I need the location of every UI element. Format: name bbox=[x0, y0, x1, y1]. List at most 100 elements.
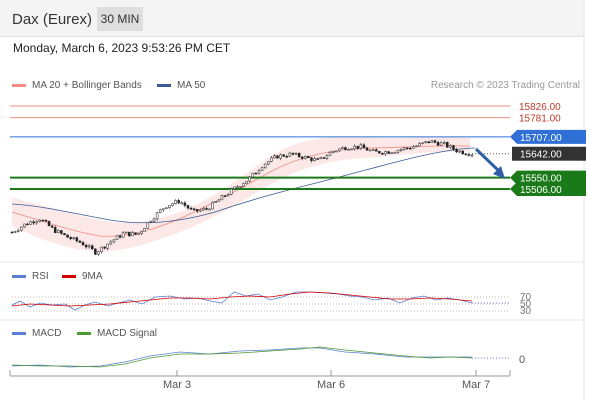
candle-body bbox=[334, 150, 338, 153]
macd-swatch bbox=[12, 331, 26, 335]
candle-body bbox=[195, 209, 199, 212]
candle-body bbox=[356, 145, 360, 149]
legend-ma50-label: MA 50 bbox=[177, 80, 206, 91]
rsi-ma-line bbox=[11, 291, 473, 307]
candle-body bbox=[458, 150, 461, 153]
candle-body bbox=[409, 147, 412, 150]
candle-body bbox=[276, 155, 279, 159]
candle-body bbox=[279, 154, 282, 159]
candle-body bbox=[29, 221, 32, 225]
candle-body bbox=[69, 237, 72, 240]
candle-body bbox=[84, 244, 88, 248]
candle-body bbox=[316, 158, 319, 160]
candle-body bbox=[50, 225, 54, 228]
candle-body bbox=[211, 202, 214, 210]
candle-body bbox=[168, 205, 171, 208]
candle-body bbox=[412, 146, 415, 149]
ma50-line bbox=[11, 147, 476, 224]
candle-body bbox=[344, 147, 347, 150]
candle-body bbox=[223, 195, 227, 197]
timeframe-button[interactable]: 30 MIN bbox=[97, 7, 143, 31]
candle-body bbox=[304, 156, 307, 159]
candle-body bbox=[455, 149, 458, 153]
candle-body bbox=[242, 183, 245, 187]
candle-body bbox=[384, 151, 387, 155]
candle-body bbox=[378, 151, 381, 154]
candle-body bbox=[72, 237, 75, 240]
candle-body bbox=[112, 239, 116, 243]
candle-body bbox=[368, 149, 372, 152]
candle-body bbox=[433, 140, 437, 143]
candle-body bbox=[341, 147, 344, 150]
legend-macd-label: MACD bbox=[32, 328, 62, 339]
candle-body bbox=[467, 154, 471, 156]
candle-body bbox=[177, 200, 180, 204]
candle-body bbox=[449, 145, 452, 148]
candle-body bbox=[152, 218, 156, 222]
x-tick-label: Mar 7 bbox=[462, 379, 490, 391]
candle-body bbox=[322, 157, 326, 159]
candle-body bbox=[192, 208, 196, 211]
legend-macd: MACD bbox=[12, 328, 61, 339]
rsi-swatch bbox=[12, 274, 26, 278]
candle-body bbox=[245, 180, 248, 184]
level-15550-00-label: 15550.00 bbox=[520, 174, 562, 185]
rsi-line bbox=[11, 291, 473, 311]
timestamp: Monday, March 6, 2023 9:53:26 PM CET bbox=[13, 41, 231, 55]
candle-body bbox=[396, 150, 400, 153]
candle-body bbox=[337, 148, 341, 152]
legend-rsi-ma-label: 9MA bbox=[82, 271, 103, 282]
candle-body bbox=[381, 152, 384, 155]
candle-body bbox=[319, 157, 322, 160]
candle-body bbox=[375, 149, 378, 152]
candle-body bbox=[38, 219, 42, 222]
candle-body bbox=[464, 153, 468, 156]
candle-body bbox=[26, 223, 29, 226]
candle-body bbox=[81, 242, 85, 246]
macd-signal-line bbox=[11, 346, 473, 368]
legend-rsi-label: RSI bbox=[32, 271, 49, 282]
candle-body bbox=[32, 221, 35, 224]
candle-body bbox=[87, 245, 91, 248]
candle-body bbox=[41, 219, 45, 222]
candle-body bbox=[362, 144, 366, 149]
candle-body bbox=[91, 245, 94, 250]
legend-rsi: RSI bbox=[12, 271, 49, 282]
ma20-line bbox=[11, 145, 471, 237]
candle-body bbox=[313, 158, 316, 161]
candle-body bbox=[124, 231, 128, 234]
level-15707-00-label: 15707.00 bbox=[520, 133, 562, 144]
candle-body bbox=[137, 233, 140, 235]
candle-body bbox=[470, 154, 474, 157]
candle-body bbox=[47, 221, 51, 227]
forecast-arrow-head bbox=[493, 166, 505, 179]
candle-body bbox=[128, 231, 131, 237]
candle-body bbox=[257, 170, 261, 174]
candle-body bbox=[63, 233, 66, 236]
candle-body bbox=[13, 231, 17, 233]
candle-body bbox=[155, 212, 159, 220]
bollinger-swatch bbox=[12, 83, 26, 87]
candle-body bbox=[158, 209, 162, 213]
candle-body bbox=[75, 237, 79, 242]
candle-body bbox=[387, 151, 390, 154]
candle-body bbox=[23, 223, 26, 228]
candle-body bbox=[35, 221, 38, 224]
candle-body bbox=[266, 161, 270, 165]
candle-body bbox=[16, 230, 20, 232]
candle-body bbox=[183, 202, 187, 206]
x-tick-label: Mar 3 bbox=[163, 379, 191, 391]
candle-body bbox=[427, 141, 431, 144]
candle-body bbox=[44, 219, 48, 222]
chart-title: Dax (Eurex) bbox=[12, 11, 93, 28]
candle-body bbox=[205, 208, 208, 210]
candle-body bbox=[393, 152, 397, 154]
candle-body bbox=[109, 241, 113, 245]
candle-body bbox=[436, 142, 440, 146]
candle-body bbox=[288, 152, 292, 157]
candle-body bbox=[424, 141, 427, 144]
candle-body bbox=[291, 152, 295, 155]
legend-ma50: MA 50 bbox=[157, 80, 205, 91]
candle-body bbox=[353, 145, 356, 150]
candle-body bbox=[365, 147, 369, 151]
